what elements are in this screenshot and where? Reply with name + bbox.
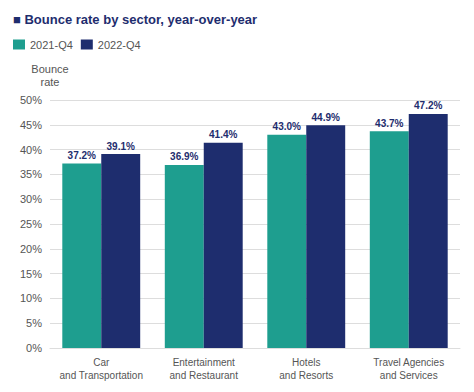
svg-text:Hotels: Hotels <box>292 357 320 368</box>
svg-text:Car: Car <box>93 357 110 368</box>
svg-text:25%: 25% <box>20 218 42 230</box>
svg-text:20%: 20% <box>20 243 42 255</box>
svg-text:and Restaurant: and Restaurant <box>170 370 239 381</box>
svg-text:rate: rate <box>41 76 60 88</box>
svg-text:■ Bounce rate by sector, year-: ■ Bounce rate by sector, year-over-year <box>13 12 257 27</box>
svg-text:37.2%: 37.2% <box>68 150 96 161</box>
svg-text:0%: 0% <box>26 342 42 354</box>
svg-text:45%: 45% <box>20 119 42 131</box>
svg-text:41.4%: 41.4% <box>209 129 237 140</box>
svg-text:50%: 50% <box>20 94 42 106</box>
svg-text:10%: 10% <box>20 292 42 304</box>
svg-text:30%: 30% <box>20 193 42 205</box>
svg-text:2021-Q4: 2021-Q4 <box>30 39 73 51</box>
svg-text:and Resorts: and Resorts <box>279 370 333 381</box>
svg-text:Entertainment: Entertainment <box>173 357 235 368</box>
svg-text:39.1%: 39.1% <box>107 141 135 152</box>
svg-text:43.7%: 43.7% <box>375 118 403 129</box>
svg-text:47.2%: 47.2% <box>414 100 442 111</box>
svg-text:44.9%: 44.9% <box>312 112 340 123</box>
svg-text:Bounce: Bounce <box>31 63 68 75</box>
svg-text:and Transportation: and Transportation <box>60 370 143 381</box>
svg-text:5%: 5% <box>26 317 42 329</box>
svg-text:36.9%: 36.9% <box>170 151 198 162</box>
svg-text:and Services: and Services <box>380 370 438 381</box>
svg-text:40%: 40% <box>20 144 42 156</box>
svg-text:Travel Agencies: Travel Agencies <box>373 357 444 368</box>
svg-text:15%: 15% <box>20 268 42 280</box>
svg-text:35%: 35% <box>20 168 42 180</box>
svg-text:2022-Q4: 2022-Q4 <box>98 39 141 51</box>
svg-text:43.0%: 43.0% <box>273 121 301 132</box>
